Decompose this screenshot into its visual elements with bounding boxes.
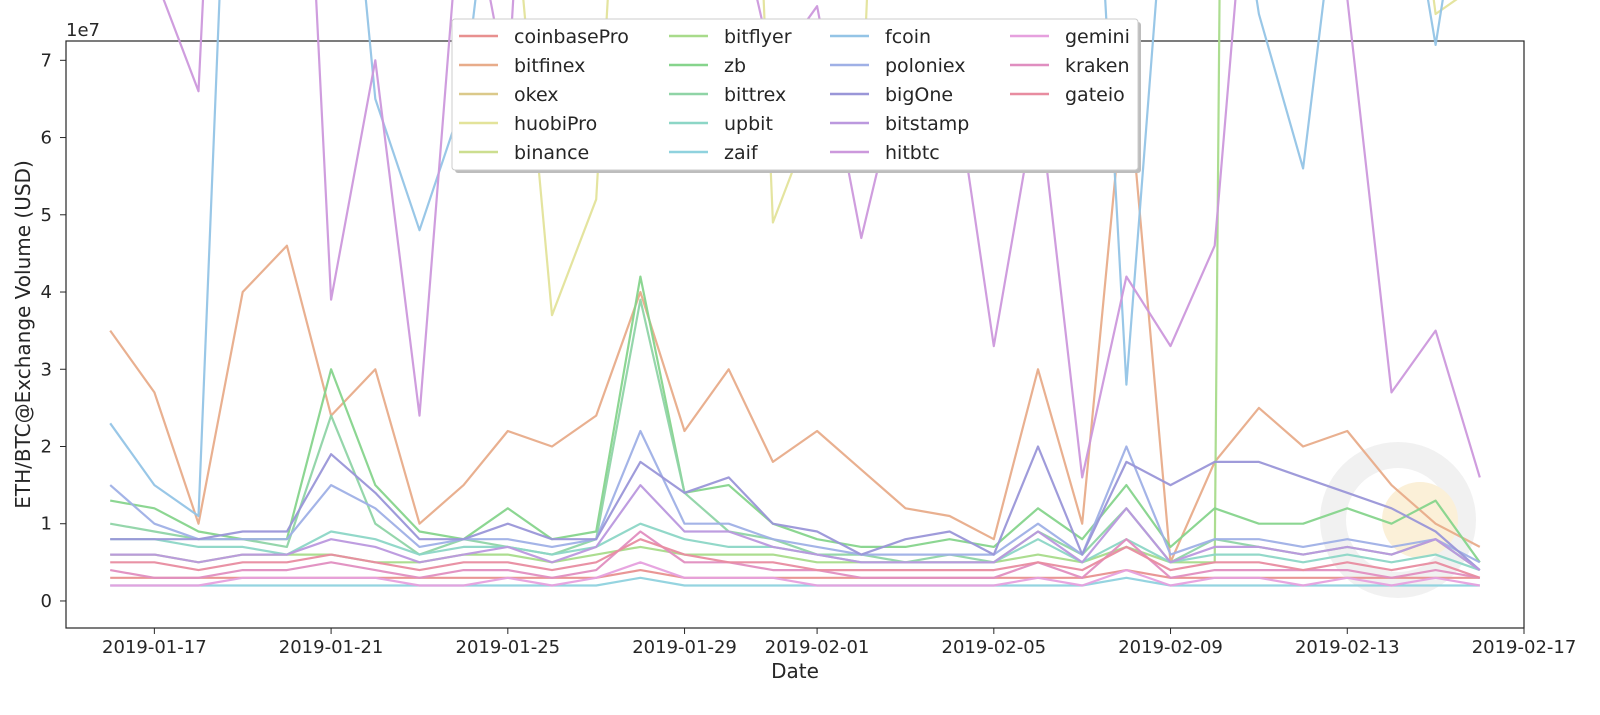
series-line-gemini xyxy=(110,561,1480,587)
y-tick-label: 2 xyxy=(41,436,52,457)
series-line-gateio xyxy=(110,538,1481,579)
series-line-poloniex xyxy=(109,429,1481,564)
legend-label-fcoin: fcoin xyxy=(885,26,931,48)
y-tick-label: 5 xyxy=(41,205,52,226)
x-tick-label: 2019-01-29 xyxy=(632,637,737,658)
series-line-bittrex xyxy=(110,298,1481,572)
series-line-kraken xyxy=(110,530,1480,579)
legend-label-bitflyer: bitflyer xyxy=(724,26,792,48)
legend-label-bigOne: bigOne xyxy=(885,84,953,106)
x-tick-label: 2019-02-09 xyxy=(1118,637,1223,658)
legend-label-hitbtc: hitbtc xyxy=(885,142,940,164)
series-line-zb xyxy=(110,275,1481,563)
legend: coinbasePro bitfinex okex huobiPro binance bi… xyxy=(451,18,1141,173)
y-axis-title: ETH/BTC@Exchange Volume (USD) xyxy=(11,160,35,509)
series-line-bitfinex xyxy=(109,59,1481,564)
x-tick-label: 2019-01-17 xyxy=(102,637,207,658)
x-axis-title: Date xyxy=(771,659,819,683)
x-tick-label: 2019-02-01 xyxy=(765,637,870,658)
legend-label-huobiPro: huobiPro xyxy=(514,113,597,135)
legend-label-kraken: kraken xyxy=(1065,55,1130,77)
legend-label-bittrex: bittrex xyxy=(724,84,786,106)
legend-label-bitstamp: bitstamp xyxy=(885,113,969,135)
y-tick-label: 3 xyxy=(41,359,52,380)
legend-label-gemini: gemini xyxy=(1065,26,1130,48)
y-tick-label: 6 xyxy=(41,128,52,149)
y-tick-label: 1 xyxy=(41,514,52,535)
legend-label-gateio: gateio xyxy=(1065,84,1125,106)
legend-label-zb: zb xyxy=(724,55,746,77)
legend-label-okex: okex xyxy=(514,84,559,106)
series-line-coinbasePro xyxy=(110,568,1480,579)
legend-label-bitfinex: bitfinex xyxy=(514,55,585,77)
x-tick-label: 2019-02-05 xyxy=(942,637,1047,658)
x-tick-label: 2019-01-21 xyxy=(279,637,384,658)
x-tick-label: 2019-01-25 xyxy=(456,637,561,658)
legend-label-zaif: zaif xyxy=(724,142,759,164)
legend-label-upbit: upbit xyxy=(724,113,773,135)
x-axis: 2019-01-17 2019-01-21 2019-01-25 2019-01-29… xyxy=(102,628,1576,658)
legend-box xyxy=(451,18,1139,171)
y-axis: 0 1 2 3 4 5 6 7 xyxy=(41,50,66,612)
x-tick-label: 2019-02-17 xyxy=(1472,637,1577,658)
legend-label-coinbasePro: coinbasePro xyxy=(514,26,629,48)
series-line-bitstamp xyxy=(110,484,1481,572)
x-tick-label: 2019-02-13 xyxy=(1295,637,1400,658)
series-line-zaif xyxy=(110,576,1480,587)
legend-label-binance: binance xyxy=(514,142,589,164)
series-line-bigOne xyxy=(110,445,1481,571)
y-offset-label: 1e7 xyxy=(66,20,100,41)
y-tick-label: 7 xyxy=(41,50,52,71)
y-tick-label: 4 xyxy=(41,282,52,303)
legend-label-poloniex: poloniex xyxy=(885,55,966,77)
y-tick-label: 0 xyxy=(41,591,52,612)
